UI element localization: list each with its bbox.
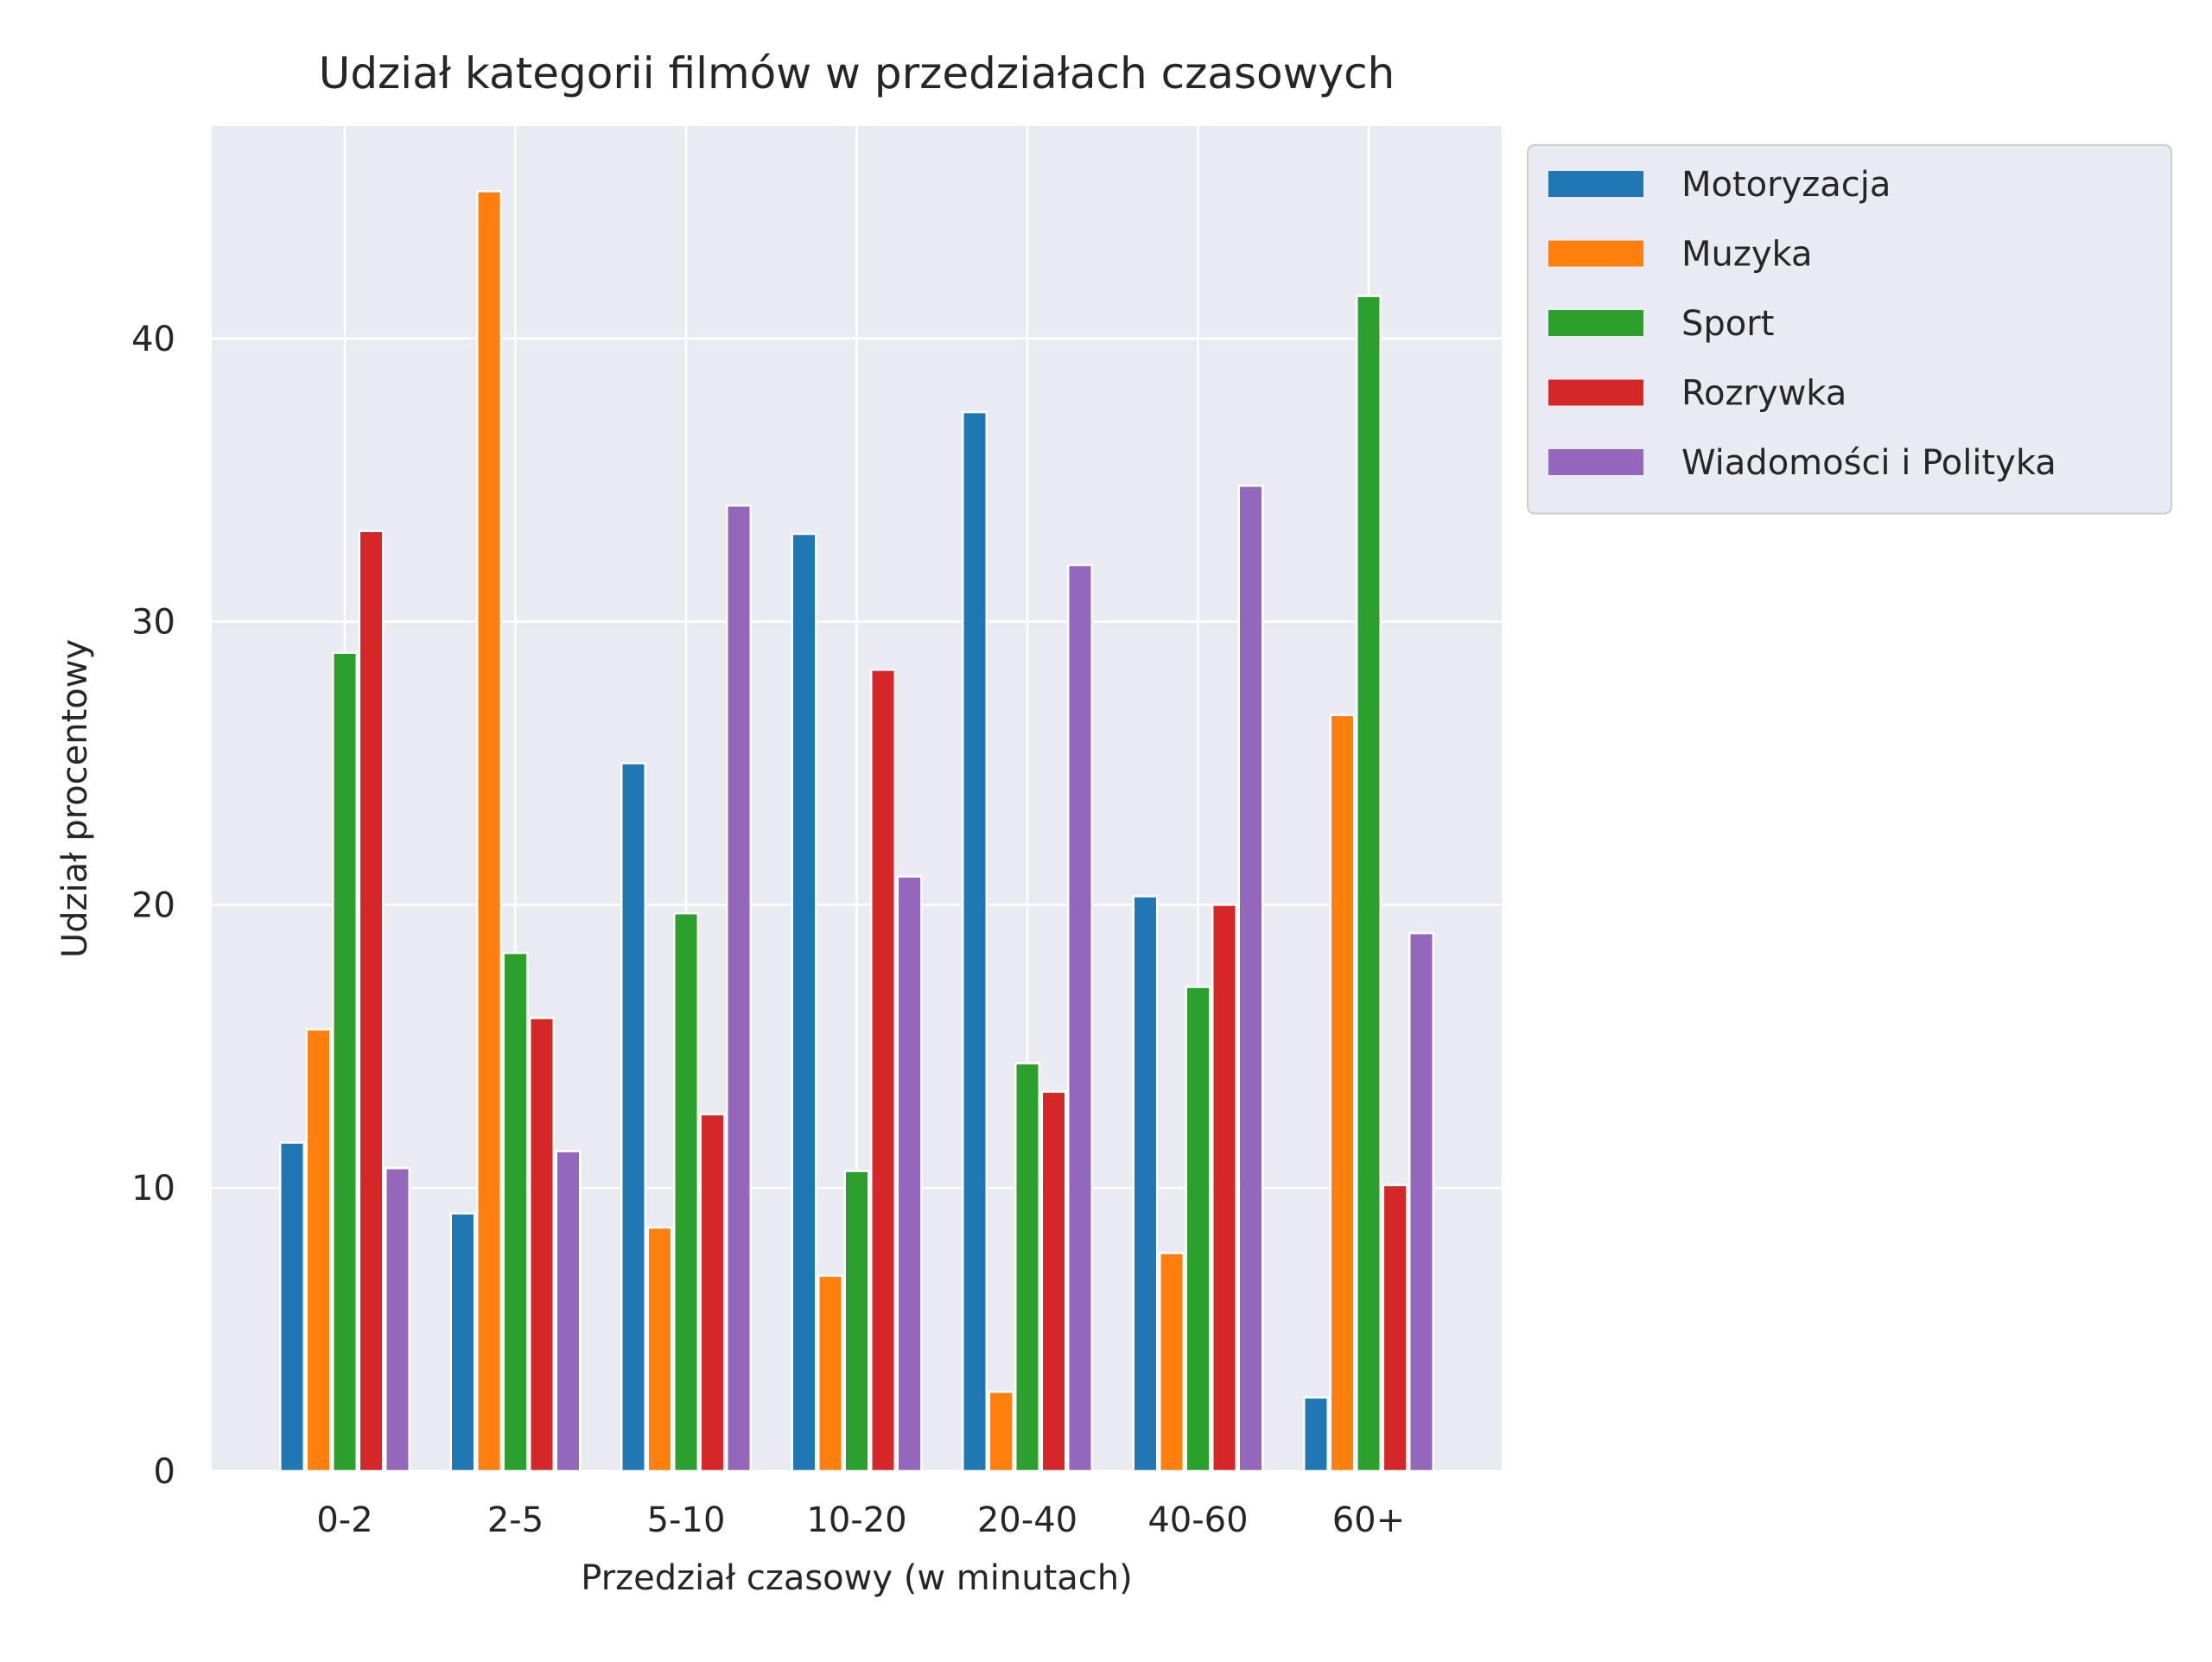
bar-wiadomo-ci-i-polityka-40-60 bbox=[1237, 485, 1264, 1473]
bar-wiadomo-ci-i-polityka-2-5 bbox=[555, 1150, 582, 1473]
bar-motoryzacja-0-2 bbox=[279, 1141, 306, 1473]
x-tick-label: 2-5 bbox=[487, 1500, 543, 1540]
bar-muzyka-40-60 bbox=[1158, 1252, 1185, 1473]
legend: Motoryzacja Muzyka Sport Rozrywka Wiadomości… bbox=[1527, 144, 2172, 515]
bar-sport-5-10 bbox=[673, 912, 700, 1473]
bar-motoryzacja-5-10 bbox=[620, 762, 647, 1473]
bar-motoryzacja-60+ bbox=[1302, 1396, 1329, 1473]
bar-wiadomo-ci-i-polityka-60+ bbox=[1408, 931, 1434, 1473]
y-tick-label: 0 bbox=[154, 1452, 175, 1492]
bar-wiadomo-ci-i-polityka-10-20 bbox=[896, 875, 923, 1473]
bar-sport-0-2 bbox=[332, 651, 359, 1473]
bar-wiadomo-ci-i-polityka-5-10 bbox=[726, 504, 753, 1473]
y-axis-label: Udział procentowy bbox=[55, 639, 95, 958]
y-tick-label: 40 bbox=[131, 320, 175, 359]
legend-swatch bbox=[1548, 240, 1643, 267]
bar-sport-60+ bbox=[1355, 295, 1382, 1473]
bar-sport-20-40 bbox=[1014, 1062, 1040, 1473]
legend-label: Wiadomości i Polityka bbox=[1681, 443, 2056, 483]
bar-muzyka-20-40 bbox=[988, 1390, 1014, 1473]
bar-rozrywka-0-2 bbox=[358, 530, 385, 1473]
y-tick-label: 20 bbox=[131, 885, 175, 925]
bar-wiadomo-ci-i-polityka-20-40 bbox=[1066, 563, 1093, 1473]
bar-rozrywka-5-10 bbox=[699, 1113, 726, 1473]
x-tick-label: 5-10 bbox=[647, 1500, 726, 1540]
legend-swatch bbox=[1548, 310, 1643, 336]
legend-label: Rozrywka bbox=[1681, 374, 1847, 414]
bar-motoryzacja-20-40 bbox=[961, 410, 988, 1473]
bar-motoryzacja-10-20 bbox=[791, 532, 817, 1473]
bar-rozrywka-2-5 bbox=[529, 1017, 556, 1473]
bar-sport-40-60 bbox=[1185, 986, 1211, 1473]
x-tick-label: 40-60 bbox=[1147, 1500, 1248, 1540]
x-tick-label: 0-2 bbox=[316, 1500, 372, 1540]
bar-muzyka-5-10 bbox=[646, 1226, 673, 1473]
legend-swatch bbox=[1548, 171, 1643, 197]
bar-muzyka-0-2 bbox=[305, 1028, 332, 1473]
chart-title: Udział kategorii filmów w przedziałach c… bbox=[319, 48, 1395, 98]
legend-box bbox=[1527, 144, 2172, 515]
x-axis-label: Przedział czasowy (w minutach) bbox=[581, 1558, 1132, 1598]
bar-rozrywka-10-20 bbox=[870, 669, 896, 1473]
legend-label: Motoryzacja bbox=[1681, 165, 1891, 205]
bar-wiadomo-ci-i-polityka-0-2 bbox=[385, 1167, 411, 1473]
bar-rozrywka-60+ bbox=[1382, 1183, 1408, 1473]
x-tick-label: 60+ bbox=[1332, 1500, 1405, 1540]
bar-motoryzacja-40-60 bbox=[1132, 895, 1159, 1473]
bar-muzyka-10-20 bbox=[817, 1274, 843, 1473]
x-tick-label: 20-40 bbox=[977, 1500, 1077, 1540]
legend-label: Sport bbox=[1681, 304, 1774, 344]
bar-rozrywka-20-40 bbox=[1040, 1090, 1067, 1473]
y-tick-label: 30 bbox=[131, 603, 175, 643]
bar-motoryzacja-2-5 bbox=[449, 1212, 476, 1473]
x-tick-label: 10-20 bbox=[806, 1500, 906, 1540]
bar-muzyka-2-5 bbox=[476, 190, 503, 1473]
x-tick-labels: 0-2 2-5 5-10 10-20 20-40 40-60 60+ bbox=[316, 1500, 1405, 1540]
bars bbox=[279, 190, 1434, 1473]
legend-swatch bbox=[1548, 449, 1643, 475]
bar-muzyka-60+ bbox=[1329, 714, 1356, 1473]
legend-swatch bbox=[1548, 379, 1643, 406]
y-tick-label: 10 bbox=[131, 1169, 175, 1208]
y-tick-labels: 0 10 20 30 40 bbox=[131, 320, 175, 1492]
legend-label: Muzyka bbox=[1681, 235, 1813, 275]
bar-rozrywka-40-60 bbox=[1211, 904, 1237, 1473]
bar-sport-10-20 bbox=[843, 1170, 870, 1473]
bar-sport-2-5 bbox=[502, 951, 529, 1473]
